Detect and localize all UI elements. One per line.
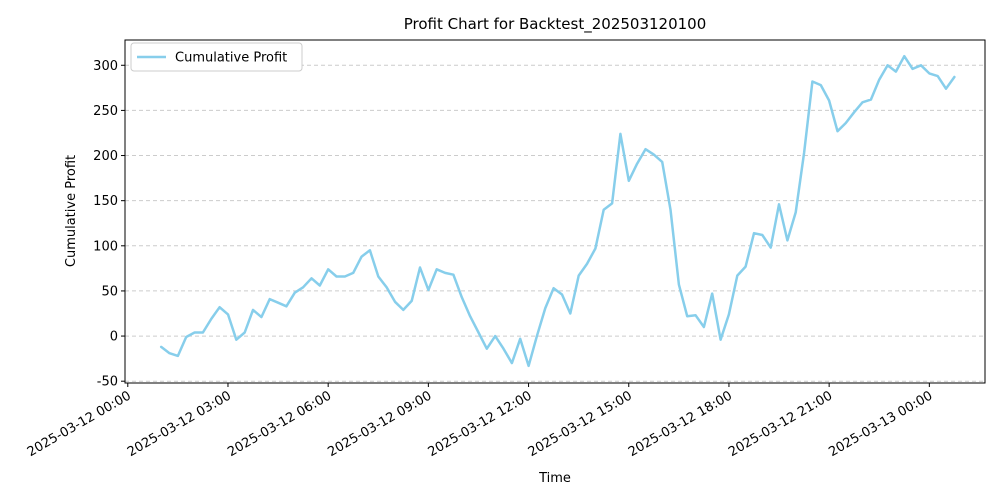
x-tick-label: 2025-03-12 03:00 bbox=[125, 388, 234, 460]
x-tick-label: 2025-03-12 06:00 bbox=[225, 388, 334, 460]
x-tick-label: 2025-03-12 15:00 bbox=[526, 388, 635, 460]
x-axis-label: Time bbox=[538, 471, 571, 486]
y-tick-label: 300 bbox=[93, 59, 118, 74]
chart-title: Profit Chart for Backtest_202503120100 bbox=[404, 15, 707, 34]
plot-frame bbox=[125, 40, 985, 383]
y-tick-label: 200 bbox=[93, 149, 118, 164]
legend: Cumulative Profit bbox=[131, 43, 302, 71]
y-tick-label: 100 bbox=[93, 239, 118, 254]
x-tick-label: 2025-03-13 00:00 bbox=[826, 388, 935, 460]
legend-label: Cumulative Profit bbox=[175, 51, 287, 66]
x-tick-label: 2025-03-12 09:00 bbox=[325, 388, 434, 460]
x-tick-label: 2025-03-12 00:00 bbox=[25, 388, 134, 460]
y-axis-label: Cumulative Profit bbox=[64, 155, 79, 267]
x-tick-label: 2025-03-12 21:00 bbox=[726, 388, 835, 460]
series-line-cumulative-profit bbox=[161, 56, 954, 366]
series-layer bbox=[161, 56, 954, 366]
y-tick-label: 250 bbox=[93, 104, 118, 119]
y-tick-label: -50 bbox=[97, 375, 118, 390]
x-tick-label: 2025-03-12 18:00 bbox=[626, 388, 735, 460]
y-tick-label: 50 bbox=[101, 284, 118, 299]
y-tick-label: 150 bbox=[93, 194, 118, 209]
y-tick-label: 0 bbox=[110, 330, 118, 345]
x-tick-label: 2025-03-12 12:00 bbox=[426, 388, 535, 460]
grid-layer bbox=[125, 65, 985, 381]
axes-layer bbox=[125, 40, 985, 383]
